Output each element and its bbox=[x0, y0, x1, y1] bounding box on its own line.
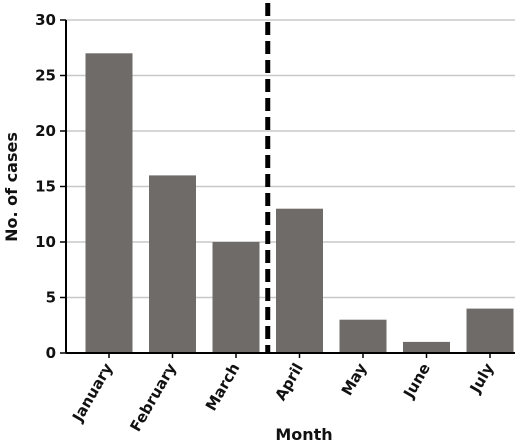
y-tick-label: 10 bbox=[35, 233, 56, 251]
x-tick-labels: January February March April May June July bbox=[68, 353, 498, 435]
x-tick-label-april: April bbox=[271, 360, 307, 404]
bar-january bbox=[85, 53, 133, 354]
y-axis-title: No. of cases bbox=[2, 132, 21, 242]
bar-april bbox=[276, 208, 323, 353]
bar-july bbox=[466, 308, 514, 353]
bar-june bbox=[403, 341, 450, 353]
x-tick-label-march: March bbox=[202, 360, 244, 414]
x-tick-label-june: June bbox=[399, 360, 434, 402]
grid-lines bbox=[66, 19, 515, 299]
y-tick-label: 15 bbox=[35, 178, 56, 196]
x-tick-label-july: July bbox=[466, 360, 498, 397]
bars bbox=[85, 53, 514, 354]
y-tick-label: 25 bbox=[35, 67, 56, 85]
y-tick-label: 30 bbox=[35, 11, 56, 29]
y-tick-label: 20 bbox=[35, 122, 56, 140]
x-tick-label-february: February bbox=[126, 360, 180, 435]
bar-may bbox=[339, 319, 387, 353]
bar-march bbox=[212, 242, 260, 353]
x-axis-title: Month bbox=[275, 425, 332, 444]
y-tick-labels: 0 5 10 15 20 25 30 bbox=[35, 11, 66, 362]
y-tick-label: 5 bbox=[46, 289, 56, 307]
x-tick-label-may: May bbox=[338, 360, 371, 399]
bar-february bbox=[149, 175, 196, 353]
x-tick-label-january: January bbox=[68, 360, 116, 426]
y-tick-label: 0 bbox=[46, 344, 56, 362]
